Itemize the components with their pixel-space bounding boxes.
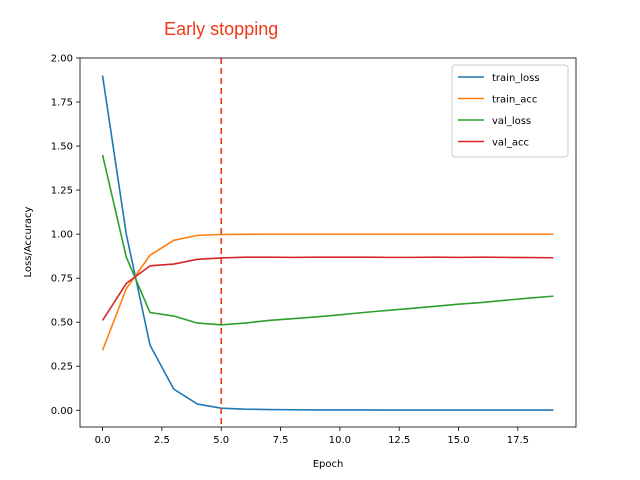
- axes: 0.0 2.5 5.0 7.5 10.0 12.5 15.0 17.5 0.00 0.25 0.50…: [51, 54, 577, 446]
- y-tick-label: 2.00: [51, 54, 73, 65]
- y-tick-label: 0.75: [51, 274, 73, 285]
- y-tick-label: 0.25: [51, 362, 73, 373]
- series-line-train_acc: [101, 233, 554, 351]
- y-tick-label: 1.75: [51, 98, 73, 109]
- series-line-train_loss: [101, 75, 554, 411]
- early-stopping-label: Early stopping: [164, 19, 278, 39]
- plot-area: Early stopping: [101, 19, 554, 427]
- y-tick-label: 1.00: [51, 230, 73, 241]
- x-axis-label: Epoch: [313, 459, 344, 470]
- x-tick-label: 5.0: [213, 435, 229, 446]
- x-tick-label: 2.5: [154, 435, 170, 446]
- legend-label-train_loss: train_loss: [492, 73, 540, 84]
- x-tick-label: 7.5: [273, 435, 289, 446]
- series-line-val_loss: [101, 154, 554, 326]
- x-tick-label: 12.5: [388, 435, 410, 446]
- legend-label-train_acc: train_acc: [492, 95, 537, 106]
- legend-label-val_loss: val_loss: [492, 116, 531, 127]
- x-tick-label: 17.5: [507, 435, 529, 446]
- legend: train_loss train_acc val_loss val_acc: [451, 64, 569, 158]
- y-tick-label: 0.50: [51, 318, 73, 329]
- series-line-val_acc: [101, 256, 554, 321]
- x-tick-label: 0.0: [95, 435, 111, 446]
- x-tick-label: 15.0: [447, 435, 469, 446]
- x-tick-label: 10.0: [329, 435, 351, 446]
- legend-box: [451, 64, 569, 158]
- y-tick-label: 0.00: [51, 406, 73, 417]
- y-axis-label: Loss/Accuracy: [23, 206, 34, 277]
- y-tick-label: 1.50: [51, 142, 73, 153]
- plot-frame: [79, 57, 577, 428]
- legend-label-val_acc: val_acc: [492, 138, 529, 149]
- y-tick-label: 1.25: [51, 186, 73, 197]
